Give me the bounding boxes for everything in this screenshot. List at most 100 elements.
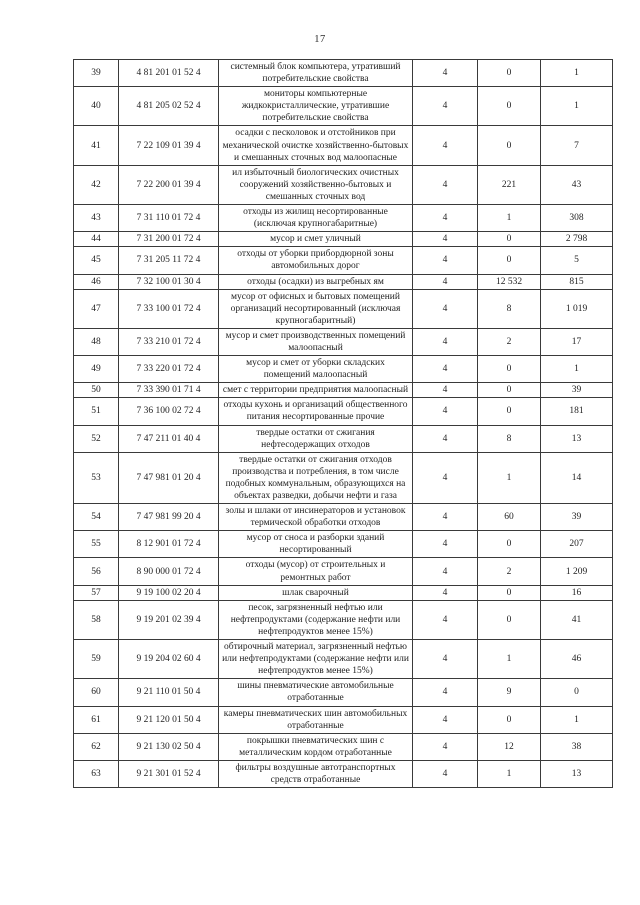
hazard-class: 4	[412, 599, 478, 641]
waste-name: фильтры воздушные автотранспортных средс…	[218, 759, 413, 789]
row-number: 57	[73, 584, 119, 601]
value-column-1: 8	[477, 424, 541, 453]
value-column-1: 0	[477, 246, 541, 275]
row-number: 52	[73, 424, 119, 453]
hazard-class: 4	[412, 557, 478, 586]
waste-name: отходы (осадки) из выгребных ям	[218, 273, 413, 290]
value-column-2: 7	[540, 125, 613, 166]
row-number: 44	[73, 231, 119, 248]
waste-name: отходы кухонь и организаций общественног…	[218, 397, 413, 426]
value-column-1: 2	[477, 327, 541, 357]
table-row: 52 7 47 211 01 40 4 твердые остатки от с…	[73, 424, 613, 453]
value-column-2: 1	[540, 86, 613, 127]
value-column-1: 1	[477, 639, 541, 680]
waste-code: 7 47 981 01 20 4	[118, 451, 219, 505]
table-row: 59 9 19 204 02 60 4 обтирочный материал,…	[73, 639, 613, 680]
value-column-1: 0	[477, 584, 541, 601]
waste-code: 9 21 301 01 52 4	[118, 759, 219, 789]
table-row: 40 4 81 205 02 52 4 мониторы компьютерны…	[73, 86, 613, 127]
page-number: 17	[314, 34, 326, 45]
waste-code: 9 19 204 02 60 4	[118, 639, 219, 680]
table-row: 54 7 47 981 99 20 4 золы и шлаки от инси…	[73, 503, 613, 532]
waste-name: отходы (мусор) от строительных и ремонтн…	[218, 557, 413, 586]
value-column-2: 1 209	[540, 557, 613, 586]
waste-code: 7 47 981 99 20 4	[118, 503, 219, 532]
value-column-2: 308	[540, 204, 613, 233]
value-column-1: 12	[477, 732, 541, 761]
waste-code: 7 33 220 01 72 4	[118, 355, 219, 384]
table-row: 56 8 90 000 01 72 4 отходы (мусор) от ст…	[73, 557, 613, 586]
value-column-1: 1	[477, 204, 541, 233]
waste-name: твердые остатки от сжигания отходов прои…	[218, 451, 413, 505]
value-column-2: 815	[540, 273, 613, 290]
waste-code: 8 12 901 01 72 4	[118, 530, 219, 559]
table-row: 57 9 19 100 02 20 4 шлак сварочный 4 0 1…	[73, 584, 613, 601]
waste-code: 7 33 390 01 71 4	[118, 382, 219, 399]
waste-name: обтирочный материал, загрязненный нефтью…	[218, 639, 413, 680]
row-number: 55	[73, 530, 119, 559]
waste-code: 4 81 201 01 52 4	[118, 58, 219, 88]
waste-name: твердые остатки от сжигания нефтесодержа…	[218, 424, 413, 453]
value-column-1: 2	[477, 557, 541, 586]
waste-name: покрышки пневматических шин с металличес…	[218, 732, 413, 761]
hazard-class: 4	[412, 125, 478, 166]
hazard-class: 4	[412, 732, 478, 761]
value-column-1: 221	[477, 164, 541, 206]
waste-code: 9 21 120 01 50 4	[118, 705, 219, 734]
table-row: 4 5 7 31 205 11 72 4 отходы от уборки при…	[73, 246, 613, 275]
row-number: 39	[73, 58, 119, 88]
value-column-2: 43	[540, 164, 613, 206]
hazard-class: 4	[412, 58, 478, 88]
waste-name: камеры пневматических шин автомобильных …	[218, 705, 413, 734]
hazard-class: 4	[412, 759, 478, 789]
row-number: 61	[73, 705, 119, 734]
waste-code: 7 22 109 01 39 4	[118, 125, 219, 166]
value-column-1: 1	[477, 451, 541, 505]
value-column-2: 16	[540, 584, 613, 601]
table-row: 46 7 32 100 01 30 4 отходы (осадки) из в…	[73, 273, 613, 290]
waste-code: 7 31 205 11 72 4	[118, 246, 219, 275]
value-column-2: 14	[540, 451, 613, 505]
table-row: 63 9 21 301 01 52 4 фильтры воздушные ав…	[73, 759, 613, 789]
hazard-class: 4	[412, 705, 478, 734]
waste-code: 9 21 130 02 50 4	[118, 732, 219, 761]
hazard-class: 4	[412, 246, 478, 275]
waste-code: 9 19 201 02 39 4	[118, 599, 219, 641]
table-row: 42 7 22 200 01 39 4 ил избыточный биолог…	[73, 164, 613, 206]
value-column-1: 8	[477, 288, 541, 329]
hazard-class: 4	[412, 355, 478, 384]
waste-code: 7 31 110 01 72 4	[118, 204, 219, 233]
row-number: 46	[73, 273, 119, 290]
waste-code: 7 33 210 01 72 4	[118, 327, 219, 357]
value-column-1: 0	[477, 705, 541, 734]
value-column-1: 0	[477, 58, 541, 88]
waste-name: мусор и смет производственных помещений …	[218, 327, 413, 357]
hazard-class: 4	[412, 503, 478, 532]
value-column-2: 13	[540, 759, 613, 789]
row-number: 58	[73, 599, 119, 641]
table-row: 43 7 31 110 01 72 4 отходы из жилищ несо…	[73, 204, 613, 233]
row-number: 49	[73, 355, 119, 384]
value-column-2: 46	[540, 639, 613, 680]
row-number: 63	[73, 759, 119, 789]
table-row: 58 9 19 201 02 39 4 песок, загрязненный …	[73, 599, 613, 641]
value-column-2: 1	[540, 705, 613, 734]
hazard-class: 4	[412, 204, 478, 233]
value-column-2: 39	[540, 382, 613, 399]
waste-name: отходы от уборки прибордюрной зоны автом…	[218, 246, 413, 275]
table-row: 47 7 33 100 01 72 4 мусор от офисных и б…	[73, 288, 613, 329]
hazard-class: 4	[412, 327, 478, 357]
waste-code: 9 21 110 01 50 4	[118, 678, 219, 707]
waste-name: шлак сварочный	[218, 584, 413, 601]
waste-name: золы и шлаки от инсинераторов и установо…	[218, 503, 413, 532]
hazard-class: 4	[412, 530, 478, 559]
row-number: 56	[73, 557, 119, 586]
value-column-2: 5	[540, 246, 613, 275]
value-column-1: 60	[477, 503, 541, 532]
value-column-2: 207	[540, 530, 613, 559]
waste-code: 4 81 205 02 52 4	[118, 86, 219, 127]
waste-name: мусор от офисных и бытовых помещений орг…	[218, 288, 413, 329]
waste-name: мусор от сноса и разборки зданий несорти…	[218, 530, 413, 559]
hazard-class: 4	[412, 86, 478, 127]
